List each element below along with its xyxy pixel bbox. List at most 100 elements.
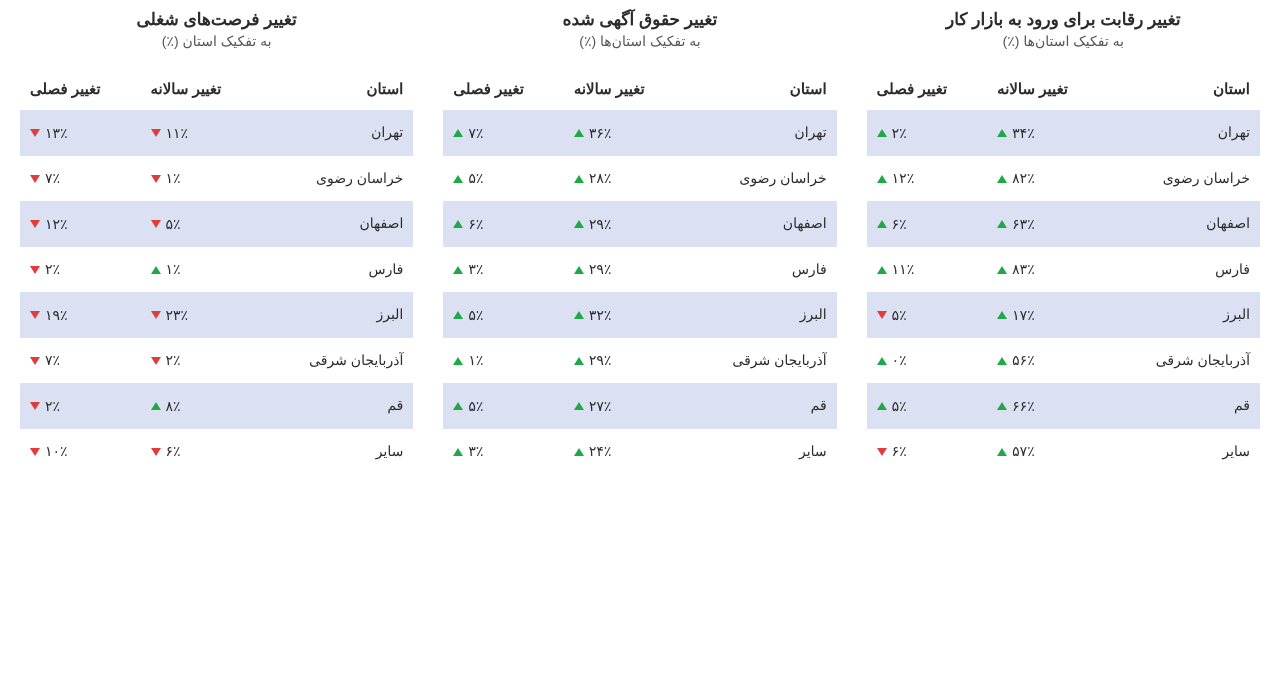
change-value: ۵٪ bbox=[877, 307, 907, 324]
arrow-up-icon bbox=[574, 266, 584, 274]
seasonal-cell: ۵٪ bbox=[867, 383, 988, 429]
yearly-cell: ۲۳٪ bbox=[141, 292, 262, 338]
value-text: ۵۶٪ bbox=[1012, 352, 1035, 369]
table-row: اصفهان ۶۳٪ ۶٪ bbox=[867, 201, 1260, 247]
province-cell: قم bbox=[685, 383, 837, 429]
arrow-down-icon bbox=[30, 175, 40, 183]
change-value: ۲۹٪ bbox=[574, 352, 612, 369]
arrow-down-icon bbox=[151, 357, 161, 365]
yearly-cell: ۱۷٪ bbox=[987, 292, 1108, 338]
table-subtitle: به تفکیک استان (٪) bbox=[20, 33, 413, 50]
change-value: ۶٪ bbox=[877, 216, 907, 233]
seasonal-cell: ۵٪ bbox=[867, 292, 988, 338]
seasonal-cell: ۱۱٪ bbox=[867, 247, 988, 293]
table-row: سایر۲۴٪۳٪ bbox=[443, 429, 836, 475]
value-text: ۶۶٪ bbox=[1012, 398, 1035, 415]
change-value: ۷٪ bbox=[30, 170, 60, 187]
change-value: ۲٪ bbox=[151, 352, 181, 369]
yearly-cell: ۵۷٪ bbox=[987, 429, 1108, 475]
data-table: استانتغییر سالانهتغییر فصلیتهران۳۴٪۲٪خرا… bbox=[867, 70, 1260, 474]
col-seasonal: تغییر فصلی bbox=[20, 70, 141, 110]
value-text: ۱۲٪ bbox=[892, 170, 915, 187]
arrow-down-icon bbox=[30, 266, 40, 274]
arrow-up-icon bbox=[151, 266, 161, 274]
value-text: ۲۹٪ bbox=[589, 216, 612, 233]
table-row: البرز۱۷٪۵٪ bbox=[867, 292, 1260, 338]
value-text: ۲۸٪ bbox=[589, 170, 612, 187]
yearly-cell: ۸٪ bbox=[141, 383, 262, 429]
arrow-up-icon bbox=[997, 175, 1007, 183]
arrow-down-icon bbox=[877, 448, 887, 456]
arrow-up-icon bbox=[574, 220, 584, 228]
arrow-down-icon bbox=[30, 357, 40, 365]
change-value: ۲۹٪ bbox=[574, 216, 612, 233]
seasonal-cell: ۲٪ bbox=[867, 110, 988, 156]
value-text: ۵٪ bbox=[892, 398, 907, 415]
value-text: ۲۹٪ bbox=[589, 261, 612, 278]
value-text: ۲۳٪ bbox=[166, 307, 189, 324]
value-text: ۶٪ bbox=[892, 216, 907, 233]
province-cell: اصفهان bbox=[1108, 201, 1260, 247]
col-province: استان bbox=[1108, 70, 1260, 110]
yearly-cell: ۳۶٪ bbox=[564, 110, 685, 156]
seasonal-cell: ۶٪ bbox=[867, 429, 988, 475]
value-text: ۶٪ bbox=[892, 443, 907, 460]
value-text: ۳۲٪ bbox=[589, 307, 612, 324]
col-province: استان bbox=[261, 70, 413, 110]
yearly-cell: ۳۲٪ bbox=[564, 292, 685, 338]
table-row: اصفهان۲۹٪۶٪ bbox=[443, 201, 836, 247]
arrow-up-icon bbox=[453, 266, 463, 274]
value-text: ۳٪ bbox=[468, 261, 483, 278]
province-cell: سایر bbox=[1108, 429, 1260, 475]
yearly-cell: ۲۷٪ bbox=[564, 383, 685, 429]
arrow-up-icon bbox=[574, 129, 584, 137]
change-value: ۸۲٪ bbox=[997, 170, 1035, 187]
value-text: ۸۳٪ bbox=[1012, 261, 1035, 278]
change-value: ۸٪ bbox=[151, 398, 181, 415]
change-value: ۲۴٪ bbox=[574, 443, 612, 460]
arrow-up-icon bbox=[453, 311, 463, 319]
change-value: ۱۳٪ bbox=[30, 125, 68, 142]
yearly-cell: ۲۹٪ bbox=[564, 201, 685, 247]
data-table: استانتغییر سالانهتغییر فصلیتهران۳۶٪۷٪خرا… bbox=[443, 70, 836, 474]
arrow-up-icon bbox=[453, 220, 463, 228]
change-value: ۶٪ bbox=[151, 443, 181, 460]
change-value: ۵٪ bbox=[151, 216, 181, 233]
arrow-up-icon bbox=[997, 129, 1007, 137]
yearly-cell: ۲۸٪ bbox=[564, 156, 685, 202]
value-text: ۸۲٪ bbox=[1012, 170, 1035, 187]
province-cell: خراسان رضوی bbox=[685, 156, 837, 202]
table-row: البرز۲۳٪۱۹٪ bbox=[20, 292, 413, 338]
change-value: ۱۹٪ bbox=[30, 307, 68, 324]
change-value: ۲۹٪ bbox=[574, 261, 612, 278]
province-cell: اصفهان bbox=[685, 201, 837, 247]
province-cell: آذربایجان شرقی bbox=[261, 338, 413, 384]
yearly-cell: ۲۴٪ bbox=[564, 429, 685, 475]
yearly-cell: ۸۳٪ bbox=[987, 247, 1108, 293]
table-subtitle: به تفکیک استان‌ها (٪) bbox=[443, 33, 836, 50]
change-value: ۲۷٪ bbox=[574, 398, 612, 415]
province-cell: قم bbox=[1108, 383, 1260, 429]
arrow-up-icon bbox=[574, 357, 584, 365]
change-value: ۳۶٪ bbox=[574, 125, 612, 142]
value-text: ۰٪ bbox=[892, 352, 907, 369]
change-value: ۶۶٪ bbox=[997, 398, 1035, 415]
seasonal-cell: ۷٪ bbox=[443, 110, 564, 156]
col-yearly: تغییر سالانه bbox=[564, 70, 685, 110]
col-yearly: تغییر سالانه bbox=[987, 70, 1108, 110]
value-text: ۵٪ bbox=[468, 398, 483, 415]
change-value: ۰٪ bbox=[877, 352, 907, 369]
change-value: ۶۳٪ bbox=[997, 216, 1035, 233]
province-cell: فارس bbox=[685, 247, 837, 293]
value-text: ۵۷٪ bbox=[1012, 443, 1035, 460]
change-value: ۵۶٪ bbox=[997, 352, 1035, 369]
arrow-up-icon bbox=[877, 175, 887, 183]
arrow-down-icon bbox=[30, 311, 40, 319]
arrow-up-icon bbox=[997, 220, 1007, 228]
arrow-down-icon bbox=[877, 311, 887, 319]
seasonal-cell: ۱۹٪ bbox=[20, 292, 141, 338]
table-subtitle: به تفکیک استان‌ها (٪) bbox=[867, 33, 1260, 50]
province-cell: تهران bbox=[1108, 110, 1260, 156]
yearly-cell: ۳۴٪ bbox=[987, 110, 1108, 156]
arrow-up-icon bbox=[574, 448, 584, 456]
